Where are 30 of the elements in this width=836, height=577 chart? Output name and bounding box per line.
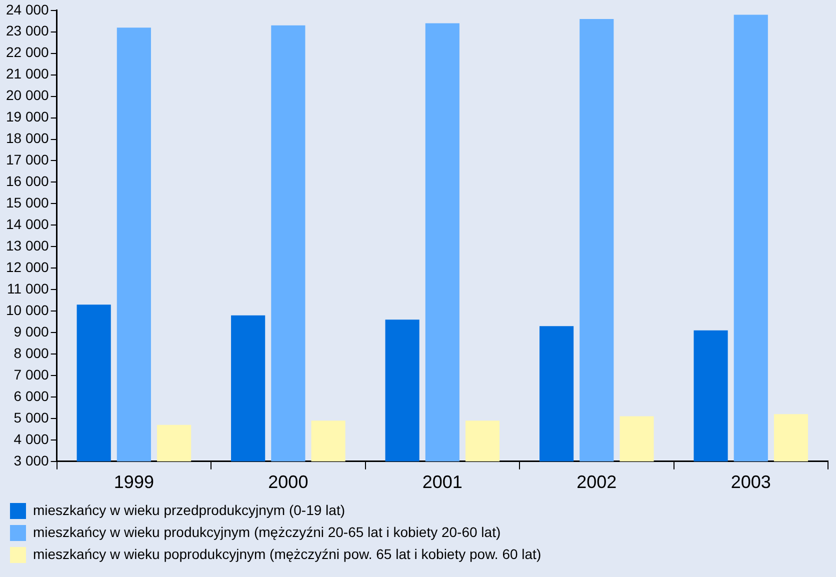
y-tick-label: 8 000 bbox=[14, 344, 50, 361]
y-tick-label: 17 000 bbox=[6, 152, 50, 168]
y-tick-label: 11 000 bbox=[7, 280, 50, 296]
y-tick-label: 22 000 bbox=[6, 44, 50, 60]
legend-label: mieszkańcy w wieku poprodukcyjnym (mężczyźni pow. 65 lat i kobiety pow. 60 lat) bbox=[33, 546, 542, 562]
x-tick-label: 2001 bbox=[422, 472, 462, 492]
y-tick-label: 3 000 bbox=[14, 452, 50, 468]
y-tick-label: 5 000 bbox=[14, 409, 50, 426]
legend-label: mieszkańcy w wieku przedprodukcyjnym (0-19 lat) bbox=[33, 502, 345, 518]
x-tick-label: 2002 bbox=[576, 472, 617, 492]
y-tick-label: 9 000 bbox=[14, 323, 50, 340]
y-tick-label: 7 000 bbox=[14, 366, 50, 382]
y-tick-label: 15 000 bbox=[6, 194, 50, 211]
x-tick-label: 2000 bbox=[268, 472, 308, 492]
y-tick-label: 14 000 bbox=[6, 216, 50, 232]
y-tick-label: 13 000 bbox=[6, 237, 50, 254]
y-tick-label: 24 000 bbox=[6, 1, 50, 18]
y-tick-label: 19 000 bbox=[6, 108, 50, 125]
x-tick-label: 2003 bbox=[730, 472, 771, 492]
y-tick-label: 21 000 bbox=[6, 66, 50, 82]
legend-label: mieszkańcy w wieku produkcyjnym (mężczyźni 20-65 lat i kobiety 20-60 lat) bbox=[33, 524, 501, 540]
y-tick-label: 4 000 bbox=[14, 430, 50, 447]
y-tick-label: 10 000 bbox=[6, 302, 50, 318]
y-tick-label: 20 000 bbox=[6, 87, 50, 104]
y-tick-label: 12 000 bbox=[6, 258, 50, 275]
x-tick-label: 1999 bbox=[114, 472, 154, 492]
y-tick-label: 16 000 bbox=[6, 173, 50, 190]
y-tick-label: 6 000 bbox=[14, 388, 50, 404]
y-tick-label: 23 000 bbox=[6, 22, 50, 39]
y-tick-label: 18 000 bbox=[6, 130, 50, 146]
